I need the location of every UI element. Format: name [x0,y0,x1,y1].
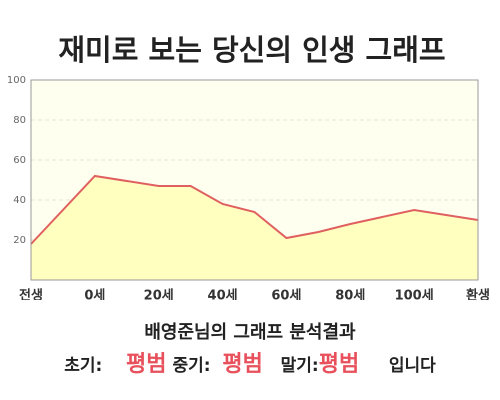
result: 평범 [222,352,263,377]
label: 입니다 [388,356,436,376]
plot-frame [30,79,479,281]
label: 중기: [172,356,211,376]
x-tick-label: 100세 [395,289,434,301]
result: 평범 [126,352,167,377]
area [31,176,478,280]
x-tick-label: 60세 [271,289,301,301]
x-tick-label: 80세 [335,289,365,301]
y-tick-label: 80 [13,115,26,126]
chart: 재미로 보는 당신의 인생 그래프 20 40 60 80 100 전생 0세 20세 40세 6… [7,33,490,301]
y-tick-label: 100 [7,75,26,86]
analysis-title: 배영준님의 그래프 분석결과 [144,322,356,343]
y-tick-label: 40 [13,195,26,206]
label: 말기: [280,356,319,376]
label: 초기: [64,356,103,376]
x-tick-label: 전생 [19,288,43,301]
x-tick-label: 0세 [84,289,105,301]
x-tick-label: 20세 [144,289,174,301]
x-tick-label: 환생 [466,288,490,301]
x-tick-label: 40세 [208,289,238,301]
result: 평범 [318,352,360,377]
chart-title: 재미로 보는 당신의 인생 그래프 [58,33,445,67]
analysis-line: 초기: 평범 중기: 평범 말기:평범 입니다 [0,346,500,378]
y-tick-label: 20 [13,235,26,246]
y-tick-label: 60 [13,155,26,166]
line [30,174,479,245]
